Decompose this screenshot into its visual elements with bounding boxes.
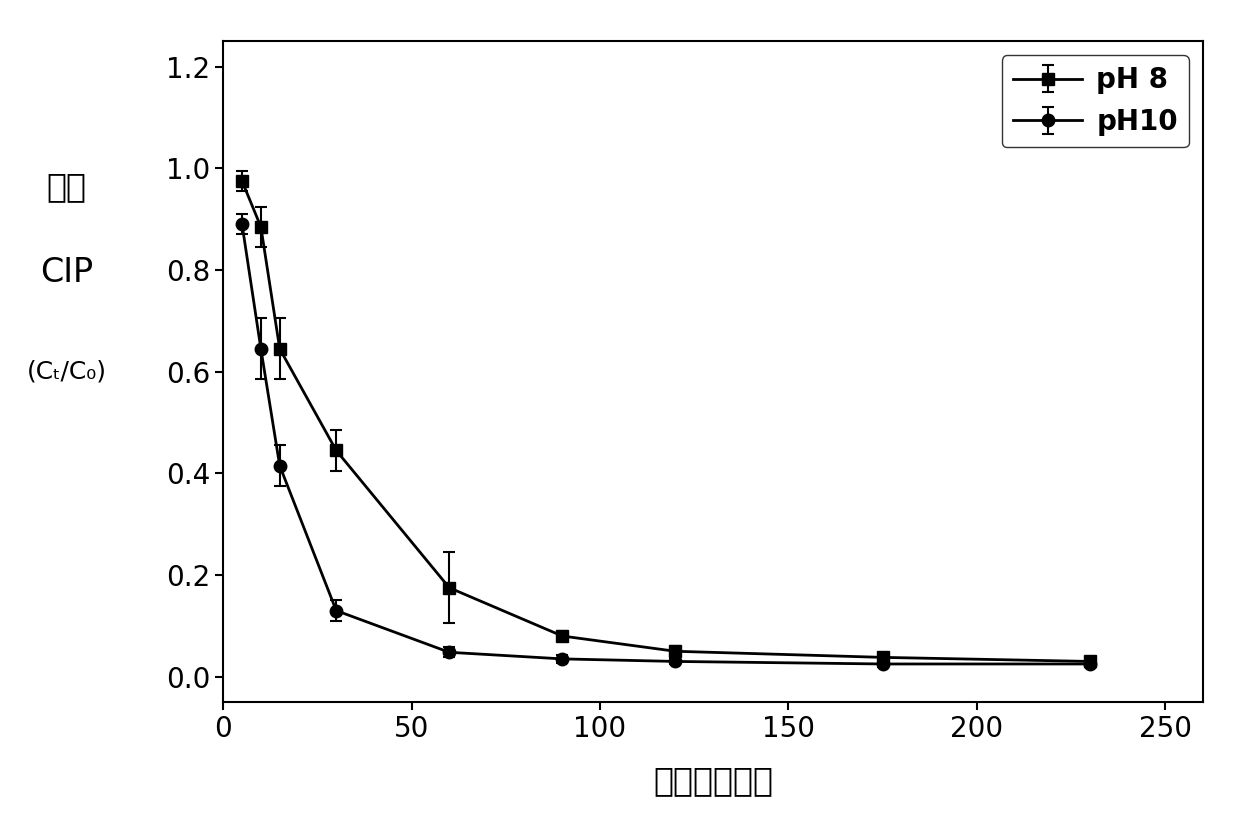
Text: (Cₜ/C₀): (Cₜ/C₀)	[26, 359, 107, 384]
Legend: pH 8, pH10: pH 8, pH10	[1002, 55, 1189, 147]
X-axis label: 时间（分钟）: 时间（分钟）	[653, 764, 773, 797]
Text: CIP: CIP	[40, 256, 93, 289]
Text: 残留: 残留	[46, 170, 87, 203]
